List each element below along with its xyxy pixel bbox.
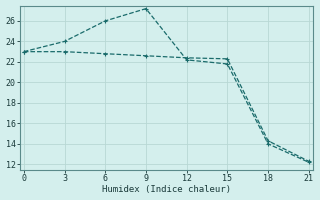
X-axis label: Humidex (Indice chaleur): Humidex (Indice chaleur) <box>102 185 231 194</box>
